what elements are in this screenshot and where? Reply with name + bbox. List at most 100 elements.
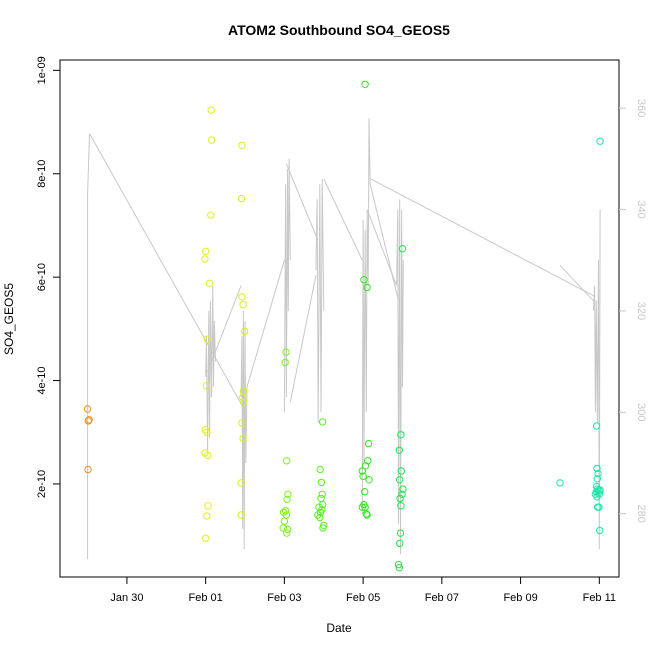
line-series-group <box>87 118 601 560</box>
y2-tick-label: 300 <box>635 403 647 421</box>
data-point <box>592 482 601 491</box>
data-point <box>207 106 215 114</box>
x-tick-label: Feb 03 <box>267 592 301 604</box>
data-point <box>316 465 324 474</box>
line-segment-7 <box>285 163 319 241</box>
x-axis: Jan 30 Feb 01 Feb 03 Feb 05 Feb 07 Feb 09 Feb … <box>110 576 616 604</box>
data-point <box>359 472 367 480</box>
secondary-y-axis: 280 300 320 340 360 <box>619 99 647 523</box>
line-segment-17 <box>592 209 601 550</box>
data-point <box>240 398 248 406</box>
line-segment-11 <box>361 118 371 514</box>
data-point <box>204 502 212 510</box>
data-point <box>203 335 211 343</box>
data-point <box>203 428 211 436</box>
data-point <box>593 493 601 501</box>
data-point <box>239 387 248 395</box>
data-point <box>317 478 326 487</box>
data-point <box>360 276 368 284</box>
data-point <box>316 513 324 522</box>
data-point <box>397 502 405 510</box>
line-segment-6 <box>283 158 291 413</box>
data-point <box>361 503 369 511</box>
data-point <box>83 405 92 413</box>
data-point <box>201 255 209 263</box>
data-point <box>239 300 247 309</box>
line-segment-0 <box>87 133 90 560</box>
data-point <box>237 479 245 487</box>
data-point <box>84 417 93 425</box>
y-tick-label: 6e-10 <box>36 263 48 291</box>
data-point <box>361 80 369 89</box>
data-point <box>593 464 601 473</box>
data-point <box>596 526 604 535</box>
line-segment-12 <box>369 184 399 301</box>
data-point <box>358 467 366 475</box>
data-point <box>556 479 564 487</box>
data-point <box>364 439 373 448</box>
data-point <box>399 485 407 493</box>
data-point <box>284 490 292 498</box>
data-point <box>203 512 211 520</box>
y-axis-label: SO4_GEOS5 <box>2 283 16 355</box>
x-tick-label: Feb 09 <box>503 592 537 604</box>
data-point <box>398 245 407 253</box>
line-segment-8 <box>289 275 317 403</box>
data-point <box>396 494 404 503</box>
data-point <box>592 422 601 430</box>
data-point <box>280 517 289 525</box>
data-point <box>318 418 327 426</box>
data-point <box>282 348 290 356</box>
points-group <box>83 80 604 572</box>
data-point <box>595 490 603 498</box>
y2-tick-label: 360 <box>635 99 647 117</box>
line-segment-3 <box>207 285 242 372</box>
data-point <box>202 247 210 256</box>
x-tick-label: Feb 01 <box>189 592 223 604</box>
line-segment-14 <box>396 199 404 555</box>
data-point <box>283 495 291 504</box>
y-tick-label: 1e-09 <box>36 56 48 84</box>
x-tick-label: Feb 11 <box>583 592 616 604</box>
plot-frame <box>59 59 620 578</box>
y-axis: 2e-10 4e-10 6e-10 8e-10 1e-09 <box>36 56 60 498</box>
line-segment-9 <box>315 179 325 423</box>
data-point <box>237 511 245 519</box>
data-point <box>320 521 328 529</box>
line-segment-13 <box>366 209 398 286</box>
data-point <box>240 327 249 336</box>
data-point <box>205 279 214 287</box>
data-point <box>397 431 405 439</box>
data-point <box>396 529 405 537</box>
data-point <box>237 194 246 203</box>
line-segment-15 <box>370 178 594 297</box>
data-point <box>364 457 372 465</box>
data-point <box>395 446 403 454</box>
data-point <box>238 293 246 301</box>
data-point <box>361 488 369 496</box>
data-point <box>318 506 326 514</box>
y2-tick-label: 320 <box>635 302 647 320</box>
line-segment-4 <box>240 310 248 550</box>
data-point <box>282 511 291 519</box>
data-point <box>362 510 370 518</box>
data-point <box>363 283 371 292</box>
data-point <box>398 490 406 498</box>
data-point <box>395 564 403 572</box>
data-point <box>203 451 212 460</box>
x-axis-label: Date <box>326 621 352 635</box>
x-tick-label: Jan 30 <box>110 592 143 604</box>
data-point <box>202 534 210 542</box>
data-point <box>279 524 287 532</box>
data-point <box>363 511 371 519</box>
data-point <box>365 476 373 484</box>
data-point <box>596 137 604 145</box>
line-segment-5 <box>246 260 285 388</box>
data-point <box>207 211 215 219</box>
data-point <box>283 525 292 534</box>
data-point <box>394 560 403 569</box>
line-segment-16 <box>559 264 594 302</box>
y-tick-label: 8e-10 <box>36 160 48 188</box>
data-point <box>207 136 216 144</box>
